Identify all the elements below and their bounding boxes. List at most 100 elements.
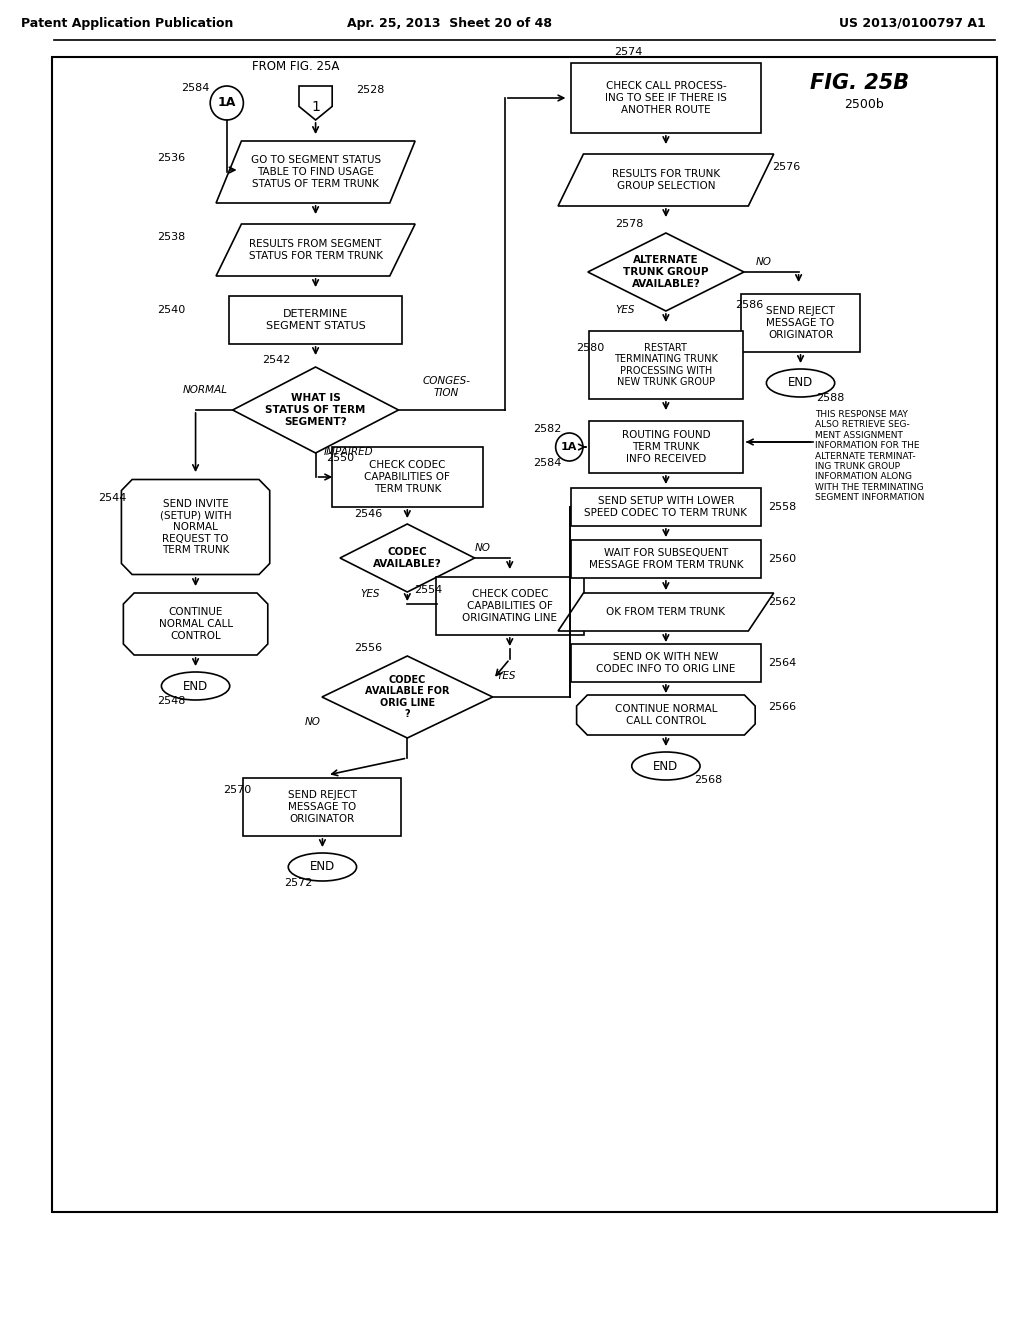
Text: 1: 1	[311, 100, 321, 114]
Polygon shape	[216, 141, 415, 203]
Text: SEND REJECT
MESSAGE TO
ORIGINATOR: SEND REJECT MESSAGE TO ORIGINATOR	[766, 306, 835, 339]
FancyBboxPatch shape	[228, 296, 402, 345]
Circle shape	[210, 86, 244, 120]
Polygon shape	[577, 696, 755, 735]
Text: 2558: 2558	[768, 502, 797, 512]
Text: 2538: 2538	[157, 232, 185, 242]
FancyBboxPatch shape	[589, 331, 743, 399]
Text: 2578: 2578	[615, 219, 644, 228]
Text: ROUTING FOUND
TERM TRUNK
INFO RECEIVED: ROUTING FOUND TERM TRUNK INFO RECEIVED	[622, 430, 711, 463]
Text: 2564: 2564	[768, 657, 797, 668]
Text: END: END	[310, 861, 335, 874]
Text: CODEC
AVAILABLE FOR
ORIG LINE
?: CODEC AVAILABLE FOR ORIG LINE ?	[366, 675, 450, 719]
Text: 2556: 2556	[354, 643, 382, 653]
Polygon shape	[122, 479, 269, 574]
Text: Apr. 25, 2013  Sheet 20 of 48: Apr. 25, 2013 Sheet 20 of 48	[347, 16, 552, 29]
Text: NO: NO	[305, 717, 321, 727]
Text: 2548: 2548	[157, 696, 185, 706]
Circle shape	[556, 433, 583, 461]
Text: ALTERNATE
TRUNK GROUP
AVAILABLE?: ALTERNATE TRUNK GROUP AVAILABLE?	[624, 255, 709, 289]
Text: 2554: 2554	[414, 585, 442, 595]
Text: SEND SETUP WITH LOWER
SPEED CODEC TO TERM TRUNK: SEND SETUP WITH LOWER SPEED CODEC TO TER…	[585, 496, 748, 517]
Text: CONGES-
TION: CONGES- TION	[422, 376, 470, 397]
Polygon shape	[232, 367, 398, 453]
Text: 2544: 2544	[98, 492, 127, 503]
Text: US 2013/0100797 A1: US 2013/0100797 A1	[840, 16, 986, 29]
FancyBboxPatch shape	[244, 777, 401, 836]
Polygon shape	[558, 593, 774, 631]
Text: RESTART
TERMINATING TRUNK
PROCESSING WITH
NEW TRUNK GROUP: RESTART TERMINATING TRUNK PROCESSING WIT…	[614, 343, 718, 387]
Text: 2572: 2572	[284, 878, 312, 888]
Text: END: END	[787, 376, 813, 389]
Text: END: END	[183, 680, 208, 693]
Text: RESULTS FOR TRUNK
GROUP SELECTION: RESULTS FOR TRUNK GROUP SELECTION	[611, 169, 720, 191]
Text: 2536: 2536	[157, 153, 185, 162]
Text: 2550: 2550	[326, 453, 354, 463]
Text: FROM FIG. 25A: FROM FIG. 25A	[252, 59, 340, 73]
Text: GO TO SEGMENT STATUS
TABLE TO FIND USAGE
STATUS OF TERM TRUNK: GO TO SEGMENT STATUS TABLE TO FIND USAGE…	[251, 156, 381, 189]
FancyBboxPatch shape	[589, 421, 743, 473]
Text: YES: YES	[360, 589, 380, 599]
Polygon shape	[588, 234, 744, 312]
Ellipse shape	[162, 672, 229, 700]
Text: NO: NO	[756, 257, 771, 267]
Text: 2570: 2570	[223, 785, 251, 795]
Text: END: END	[653, 759, 679, 772]
Text: 2574: 2574	[613, 48, 642, 57]
Text: 2588: 2588	[816, 393, 845, 403]
Polygon shape	[216, 224, 415, 276]
Text: YES: YES	[496, 671, 516, 681]
Text: 1A: 1A	[561, 442, 578, 451]
FancyBboxPatch shape	[435, 577, 584, 635]
Text: DETERMINE
SEGMENT STATUS: DETERMINE SEGMENT STATUS	[265, 309, 366, 331]
FancyBboxPatch shape	[570, 488, 761, 525]
Text: IMPAIRED: IMPAIRED	[324, 447, 374, 457]
Text: YES: YES	[615, 305, 635, 315]
Text: 2576: 2576	[772, 162, 801, 172]
Polygon shape	[558, 154, 774, 206]
Text: THIS RESPONSE MAY
ALSO RETRIEVE SEG-
MENT ASSIGNMENT
INFORMATION FOR THE
ALTERNA: THIS RESPONSE MAY ALSO RETRIEVE SEG- MEN…	[815, 411, 925, 502]
FancyBboxPatch shape	[741, 294, 860, 352]
Text: 2580: 2580	[575, 343, 604, 352]
Text: RESULTS FROM SEGMENT
STATUS FOR TERM TRUNK: RESULTS FROM SEGMENT STATUS FOR TERM TRU…	[249, 239, 383, 261]
Text: 2586: 2586	[734, 300, 763, 310]
Ellipse shape	[766, 370, 835, 397]
FancyBboxPatch shape	[570, 63, 761, 133]
FancyBboxPatch shape	[570, 540, 761, 578]
Text: FIG. 25B: FIG. 25B	[810, 73, 908, 92]
Text: 2560: 2560	[768, 554, 797, 564]
Polygon shape	[123, 593, 268, 655]
FancyBboxPatch shape	[332, 447, 483, 507]
Text: 2540: 2540	[157, 305, 185, 315]
Text: CHECK CODEC
CAPABILITIES OF
TERM TRUNK: CHECK CODEC CAPABILITIES OF TERM TRUNK	[365, 461, 451, 494]
Text: CHECK CALL PROCESS-
ING TO SEE IF THERE IS
ANOTHER ROUTE: CHECK CALL PROCESS- ING TO SEE IF THERE …	[605, 82, 727, 115]
Text: WAIT FOR SUBSEQUENT
MESSAGE FROM TERM TRUNK: WAIT FOR SUBSEQUENT MESSAGE FROM TERM TR…	[589, 548, 743, 570]
Text: SEND REJECT
MESSAGE TO
ORIGINATOR: SEND REJECT MESSAGE TO ORIGINATOR	[288, 791, 356, 824]
Text: 2562: 2562	[768, 597, 797, 607]
Text: 2546: 2546	[354, 510, 382, 519]
Text: 2582: 2582	[532, 424, 561, 434]
Text: OK FROM TERM TRUNK: OK FROM TERM TRUNK	[606, 607, 725, 616]
Text: CODEC
AVAILABLE?: CODEC AVAILABLE?	[373, 548, 441, 569]
Text: NORMAL: NORMAL	[183, 385, 227, 395]
Ellipse shape	[632, 752, 700, 780]
Polygon shape	[340, 524, 475, 591]
Text: CONTINUE
NORMAL CALL
CONTROL: CONTINUE NORMAL CALL CONTROL	[159, 607, 232, 640]
Text: 1A: 1A	[218, 96, 236, 110]
Text: 2566: 2566	[768, 702, 797, 711]
Text: 2568: 2568	[693, 775, 722, 785]
Text: Patent Application Publication: Patent Application Publication	[22, 16, 233, 29]
Text: 2584: 2584	[181, 83, 210, 92]
Text: SEND INVITE
(SETUP) WITH
NORMAL
REQUEST TO
TERM TRUNK: SEND INVITE (SETUP) WITH NORMAL REQUEST …	[160, 499, 231, 556]
Text: SEND OK WITH NEW
CODEC INFO TO ORIG LINE: SEND OK WITH NEW CODEC INFO TO ORIG LINE	[596, 652, 735, 673]
Text: WHAT IS
STATUS OF TERM
SEGMENT?: WHAT IS STATUS OF TERM SEGMENT?	[265, 393, 366, 426]
Text: CHECK CODEC
CAPABILITIES OF
ORIGINATING LINE: CHECK CODEC CAPABILITIES OF ORIGINATING …	[462, 590, 557, 623]
Text: 2500b: 2500b	[844, 99, 884, 111]
Ellipse shape	[289, 853, 356, 880]
Polygon shape	[299, 86, 332, 120]
Text: 2528: 2528	[356, 84, 385, 95]
Text: 2542: 2542	[262, 355, 291, 366]
FancyBboxPatch shape	[570, 644, 761, 682]
Text: NO: NO	[474, 543, 490, 553]
Polygon shape	[322, 656, 493, 738]
